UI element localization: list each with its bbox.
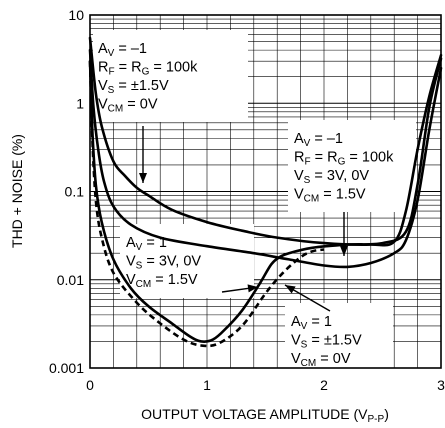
annotation-text: = –1 bbox=[114, 41, 147, 57]
annotation-line: VS = ±1.5V bbox=[98, 78, 169, 96]
y-tick-label: 10 bbox=[68, 7, 84, 23]
plot-frame bbox=[89, 14, 442, 369]
annotation-text: = –1 bbox=[310, 131, 343, 147]
annotation-line: VS = 3V, 0V bbox=[294, 168, 369, 186]
annotation-line: VS = 3V, 0V bbox=[126, 254, 201, 272]
annotation-line: VCM = 0V bbox=[291, 351, 351, 369]
annotation-line: VS = ±1.5V bbox=[291, 333, 362, 351]
annotation-text: A bbox=[291, 314, 301, 330]
annotation-text: V bbox=[291, 351, 301, 367]
annotation-arrow-head bbox=[340, 246, 348, 256]
annotation-line: VCM = 1.5V bbox=[126, 272, 198, 290]
annotation-text: A bbox=[98, 41, 108, 57]
annotation-line: VCM = 1.5V bbox=[294, 187, 366, 205]
x-tick-labels: 0 1 2 3 bbox=[86, 377, 445, 393]
x-axis-label-close: ) bbox=[384, 406, 389, 422]
annotation-subscript: V bbox=[301, 321, 308, 332]
annotation-text: V bbox=[294, 187, 304, 203]
annotation-arrow-head bbox=[285, 285, 296, 294]
annotation-subscript: V bbox=[136, 242, 143, 253]
annotation-arrow-head bbox=[247, 284, 258, 293]
series-curve-2 bbox=[88, 48, 443, 269]
y-tick-label: 0.01 bbox=[57, 272, 84, 288]
x-axis-label: OUTPUT VOLTAGE AMPLITUDE (VP-P) bbox=[141, 406, 389, 425]
annotation-line: RF = RG = 100k bbox=[294, 150, 394, 168]
annotation-line: AV = –1 bbox=[294, 131, 343, 149]
annotation-subscript: F bbox=[304, 157, 310, 168]
annotation-line: AV = 1 bbox=[291, 314, 332, 332]
x-axis-label-main: OUTPUT VOLTAGE AMPLITUDE (V bbox=[141, 406, 368, 422]
x-tick-label: 0 bbox=[86, 377, 94, 393]
series-curve-4 bbox=[88, 61, 325, 348]
annotation-subscript: G bbox=[142, 67, 150, 78]
annotation-subscript: CM bbox=[304, 194, 320, 205]
annotation-line: AV = 1 bbox=[126, 235, 167, 253]
annotation-subscript: CM bbox=[301, 358, 317, 369]
annotation-text: = 1 bbox=[142, 235, 167, 251]
x-tick-label: 1 bbox=[203, 377, 211, 393]
annotation-text: A bbox=[126, 235, 136, 251]
annotation-text: = 0V bbox=[123, 97, 158, 113]
annotation-text: = 100k bbox=[149, 60, 198, 76]
annotation-text: = 100k bbox=[345, 150, 394, 166]
y-tick-label: 1 bbox=[76, 95, 84, 111]
annotation-subscript: S bbox=[136, 261, 143, 272]
annotation-background bbox=[285, 303, 393, 377]
annotation-arrows bbox=[139, 126, 348, 312]
annotation-text: = R bbox=[115, 60, 142, 76]
annotation-text: = 3V, 0V bbox=[142, 254, 201, 270]
annotation-subscript: V bbox=[304, 138, 311, 149]
annotation-text: V bbox=[98, 78, 108, 94]
annotation-text: = 1.5V bbox=[151, 272, 198, 288]
annotation-text: V bbox=[294, 168, 304, 184]
annotation-text: R bbox=[294, 150, 304, 166]
annotation-arrow-head bbox=[139, 173, 147, 183]
x-axis-label-sub: P-P bbox=[368, 414, 385, 425]
annotation-subscript: S bbox=[108, 85, 115, 96]
series-curve-1 bbox=[88, 36, 443, 247]
annotation-subscript: F bbox=[108, 67, 114, 78]
annotation-background bbox=[120, 224, 254, 298]
annotation-text: R bbox=[98, 60, 108, 76]
annotation-text: = 1 bbox=[307, 314, 332, 330]
y-tick-label: 0.001 bbox=[49, 360, 84, 376]
annotation-text: V bbox=[126, 272, 136, 288]
annotation-subscript: S bbox=[304, 175, 311, 186]
annotation-subscript: CM bbox=[136, 279, 152, 290]
annotation-backgrounds bbox=[93, 30, 416, 377]
y-tick-labels: 0.001 0.01 0.1 1 10 bbox=[49, 7, 84, 376]
y-tick-label: 0.1 bbox=[65, 184, 85, 200]
annotation-text: V bbox=[98, 97, 108, 113]
annotation-line: VCM = 0V bbox=[98, 97, 158, 115]
annotation-line: AV = –1 bbox=[98, 41, 147, 59]
x-tick-label: 2 bbox=[320, 377, 328, 393]
annotation-text: = R bbox=[311, 150, 338, 166]
annotation-subscript: S bbox=[301, 340, 308, 351]
annotation-text: A bbox=[294, 131, 304, 147]
annotation-subscript: CM bbox=[108, 104, 124, 115]
y-axis-label: THD + NOISE (%) bbox=[9, 134, 25, 248]
annotation-subscript: G bbox=[338, 157, 346, 168]
annotation-line: RF = RG = 100k bbox=[98, 60, 198, 78]
annotation-text: = ±1.5V bbox=[114, 78, 169, 94]
annotation-text: = ±1.5V bbox=[307, 333, 362, 349]
curves bbox=[88, 36, 443, 348]
x-tick-label: 3 bbox=[437, 377, 445, 393]
series-curve-3 bbox=[88, 57, 443, 343]
annotation-text: = 3V, 0V bbox=[310, 168, 369, 184]
annotation-text: = 0V bbox=[316, 351, 351, 367]
annotation-background bbox=[288, 120, 416, 212]
annotation-background bbox=[93, 30, 248, 122]
annotation-text: V bbox=[126, 254, 136, 270]
annotation-text: = 1.5V bbox=[319, 187, 366, 203]
annotation-subscript: V bbox=[108, 48, 115, 59]
annotation-text: V bbox=[291, 333, 301, 349]
